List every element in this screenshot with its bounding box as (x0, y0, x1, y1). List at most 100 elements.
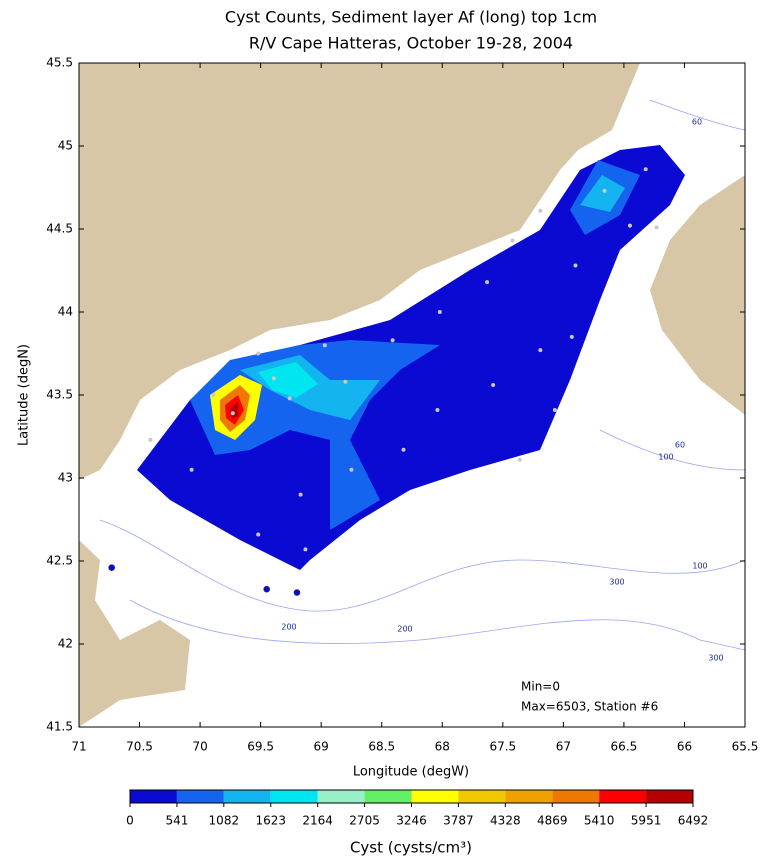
y-tick-label: 43.5 (46, 388, 73, 402)
outer-station (263, 585, 270, 593)
colorbar-tick-label: 4328 (490, 814, 521, 828)
station (148, 437, 153, 442)
station (643, 167, 648, 172)
y-axis-label: Latitude (degN) (17, 344, 32, 446)
colorbar-swatch (599, 790, 647, 803)
colorbar-swatch (176, 790, 224, 803)
isobath (99, 519, 746, 612)
max-label: Max=6503, Station #6 (521, 700, 658, 714)
station (322, 343, 327, 348)
station (573, 263, 578, 268)
contour-label: 200 (281, 623, 296, 632)
colorbar-tick-label: 3246 (396, 814, 427, 828)
station (230, 411, 235, 416)
y-tick-label: 44.5 (46, 222, 73, 236)
x-tick-label: 67 (556, 740, 571, 754)
isobath (649, 99, 746, 131)
colorbar-swatch (130, 790, 177, 803)
contour-label: 200 (397, 625, 412, 634)
colorbar-swatch (505, 790, 553, 803)
station (349, 467, 354, 472)
y-tick-label: 41.5 (46, 720, 73, 734)
y-tick-label: 42 (58, 637, 73, 651)
y-tick-label: 44 (58, 305, 73, 319)
contour-label: 300 (609, 578, 624, 587)
stations (108, 167, 659, 596)
land-cape-cod (79, 540, 190, 727)
land-nova-scotia (650, 175, 745, 415)
station (538, 348, 543, 353)
x-tick-label: 70 (192, 740, 207, 754)
station (437, 310, 442, 314)
colorbar-swatch (646, 790, 693, 803)
x-tick-label: 67.5 (489, 740, 516, 754)
station (491, 383, 496, 388)
colorbar-label: Cyst (cysts/cm³) (350, 839, 472, 857)
contour-label: 60 (675, 441, 685, 450)
outer-station (108, 564, 115, 571)
colorbar-swatch (270, 790, 318, 803)
colorbar-tick-label: 1082 (209, 814, 240, 828)
colorbar-tick-label: 2705 (349, 814, 380, 828)
colorbar-tick-label: 5951 (631, 814, 662, 828)
contour-region (580, 175, 625, 212)
x-tick-label: 71 (71, 740, 86, 754)
bathymetry-lines (99, 99, 746, 651)
contour-label: 100 (658, 453, 673, 462)
x-tick-label: 68.5 (368, 740, 395, 754)
contour-label: 300 (708, 654, 723, 663)
station (538, 208, 543, 213)
colorbar-tick-label: 0 (126, 814, 134, 828)
station (343, 379, 348, 384)
station (401, 447, 406, 452)
colorbar-swatch (411, 790, 459, 803)
station (189, 467, 194, 472)
station (552, 407, 557, 412)
station (211, 393, 216, 397)
y-tick-label: 42.5 (46, 554, 73, 568)
colorbar-tick-label: 6492 (678, 814, 709, 828)
colorbar-swatch (223, 790, 271, 803)
title-line: Cyst Counts, Sediment layer Af (long) to… (225, 8, 597, 27)
colorbar-tick-label: 5410 (584, 814, 615, 828)
contour-region (230, 402, 239, 420)
y-tick-label: 43 (58, 471, 73, 485)
colorbar-tick-label: 541 (165, 814, 188, 828)
x-axis-label: Longitude (degW) (353, 765, 469, 780)
station (390, 338, 395, 343)
isobath (599, 429, 746, 471)
colorbar-swatch (364, 790, 412, 803)
station (602, 188, 607, 193)
station (517, 457, 522, 462)
contour-fills (137, 145, 685, 570)
colorbar-tick-label: 2164 (302, 814, 333, 828)
y-tick-label: 45.5 (46, 56, 73, 70)
contour-label: 100 (692, 562, 707, 571)
y-tick-label: 45 (58, 139, 73, 153)
land-maine (79, 63, 640, 480)
station (303, 547, 308, 552)
station (485, 280, 490, 285)
contour-label: 60 (692, 118, 702, 127)
colorbar-swatch (552, 790, 600, 803)
station (287, 396, 292, 401)
station (654, 225, 659, 230)
isobath (129, 599, 746, 651)
station (569, 334, 574, 339)
x-tick-label: 69 (314, 740, 329, 754)
x-tick-label: 70.5 (126, 740, 153, 754)
land (79, 63, 745, 727)
x-tick-label: 65.5 (732, 740, 759, 754)
x-tick-label: 69.5 (247, 740, 274, 754)
station (435, 407, 440, 412)
x-tick-label: 68 (435, 740, 450, 754)
colorbar-tick-label: 3787 (443, 814, 474, 828)
colorbar-swatch (458, 790, 506, 803)
min-label: Min=0 (521, 680, 560, 694)
station (298, 492, 303, 497)
title-line: R/V Cape Hatteras, October 19-28, 2004 (249, 34, 573, 53)
contour-region (258, 362, 318, 398)
colorbar-swatch (317, 790, 365, 803)
station (627, 223, 632, 228)
